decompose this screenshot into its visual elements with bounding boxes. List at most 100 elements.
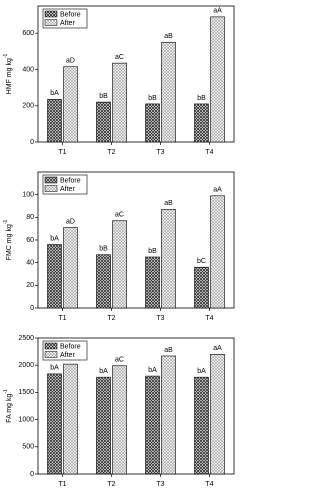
y-tick-label: 20 xyxy=(26,282,34,289)
plot-frame xyxy=(37,337,235,475)
bar-letter: bC xyxy=(197,258,206,265)
y-tick-label: 0 xyxy=(30,471,34,478)
bar-letter: aD xyxy=(66,58,75,65)
bar-letter: bA xyxy=(197,368,206,375)
bar-letter: aC xyxy=(115,357,124,364)
x-tick-label: T3 xyxy=(156,481,164,488)
y-tick-label: 500 xyxy=(22,444,34,451)
bar xyxy=(161,41,176,143)
x-tick-label: T1 xyxy=(58,149,66,156)
x-tick-label: T1 xyxy=(58,315,66,322)
bar-letter: aB xyxy=(164,33,173,40)
x-tick-label: T2 xyxy=(107,315,115,322)
y-tick-label: 0 xyxy=(30,305,34,312)
y-axis-label: FMC mg kg-1 xyxy=(3,219,13,260)
y-tick-label: 60 xyxy=(26,237,34,244)
y-axis-label-main: FMC mg kg xyxy=(6,224,13,260)
legend-swatch xyxy=(44,176,58,184)
bar-letter: bB xyxy=(99,93,108,100)
legend-swatch xyxy=(44,19,58,26)
y-tick-label: 2000 xyxy=(18,362,34,369)
y-tick-label: 40 xyxy=(26,260,34,267)
plot-frame xyxy=(37,5,235,143)
bar xyxy=(47,99,62,143)
legend-label: Before xyxy=(60,177,81,184)
bar-letter: bA xyxy=(148,367,157,374)
y-tick-label: 600 xyxy=(22,30,34,37)
x-tick-label: T4 xyxy=(205,481,213,488)
y-axis-label: FA mg kg-1 xyxy=(3,389,13,423)
bar xyxy=(145,256,160,309)
y-tick-label: 1000 xyxy=(18,416,34,423)
x-tick-label: T3 xyxy=(156,315,164,322)
bar xyxy=(194,103,209,143)
bar xyxy=(63,227,78,309)
legend-label: After xyxy=(60,186,75,193)
bar-letter: bA xyxy=(50,90,59,97)
y-tick-label: 2500 xyxy=(18,335,34,342)
x-tick-label: T4 xyxy=(205,149,213,156)
x-tick-label: T1 xyxy=(58,481,66,488)
bar-letter: aD xyxy=(66,218,75,225)
bar-letter: bB xyxy=(148,95,157,102)
y-tick-label: 1500 xyxy=(18,389,34,396)
y-axis-label-sup: -1 xyxy=(3,219,9,224)
bar-letter: aC xyxy=(115,54,124,61)
x-tick-label: T2 xyxy=(107,149,115,156)
y-axis-label-sup: -1 xyxy=(3,389,9,394)
bar xyxy=(210,16,225,143)
bar xyxy=(63,363,78,475)
bar xyxy=(112,220,127,309)
y-tick-label: 100 xyxy=(22,192,34,199)
bar-letter: bB xyxy=(148,248,157,255)
bar xyxy=(194,266,209,309)
bar xyxy=(145,103,160,143)
bar xyxy=(161,355,176,475)
bar xyxy=(96,101,111,143)
bar-letter: bB xyxy=(197,95,206,102)
bar-letter: aA xyxy=(213,345,222,352)
x-tick-label: T3 xyxy=(156,149,164,156)
bar xyxy=(112,62,127,143)
bar-letter: bA xyxy=(50,235,59,242)
legend-swatch xyxy=(44,342,58,350)
bar xyxy=(112,365,127,475)
bar xyxy=(96,254,111,309)
bar xyxy=(194,376,209,475)
bar-letter: aA xyxy=(213,187,222,194)
y-axis-label-main: FA mg kg xyxy=(6,394,13,423)
bar xyxy=(47,373,62,475)
bar-letter: aC xyxy=(115,212,124,219)
legend-label: After xyxy=(60,352,75,359)
y-tick-label: 400 xyxy=(22,66,34,73)
legend-swatch xyxy=(44,185,58,192)
bar xyxy=(96,376,111,475)
bar-letter: bB xyxy=(99,246,108,253)
y-tick-label: 0 xyxy=(30,139,34,146)
x-tick-label: T2 xyxy=(107,481,115,488)
bar-letter: bA xyxy=(50,365,59,372)
y-axis-label-sup: -1 xyxy=(3,53,9,58)
legend-label: Before xyxy=(60,11,81,18)
legend-swatch xyxy=(44,351,58,358)
y-tick-label: 80 xyxy=(26,214,34,221)
legend-label: Before xyxy=(60,343,81,350)
bar xyxy=(63,66,78,143)
bar-letter: aB xyxy=(164,200,173,207)
x-tick-label: T4 xyxy=(205,315,213,322)
y-tick-label: 200 xyxy=(22,103,34,110)
bar xyxy=(47,244,62,309)
legend-label: After xyxy=(60,20,75,27)
bar xyxy=(161,209,176,309)
legend-swatch xyxy=(44,10,58,18)
bar xyxy=(145,375,160,475)
bar-letter: aA xyxy=(213,8,222,15)
bar-letter: aB xyxy=(164,347,173,354)
bar-letter: bA xyxy=(99,368,108,375)
bar xyxy=(210,354,225,475)
y-axis-label: HMF mg kg-1 xyxy=(3,53,13,94)
bar xyxy=(210,195,225,309)
y-axis-label-main: HMF mg kg xyxy=(6,58,13,94)
